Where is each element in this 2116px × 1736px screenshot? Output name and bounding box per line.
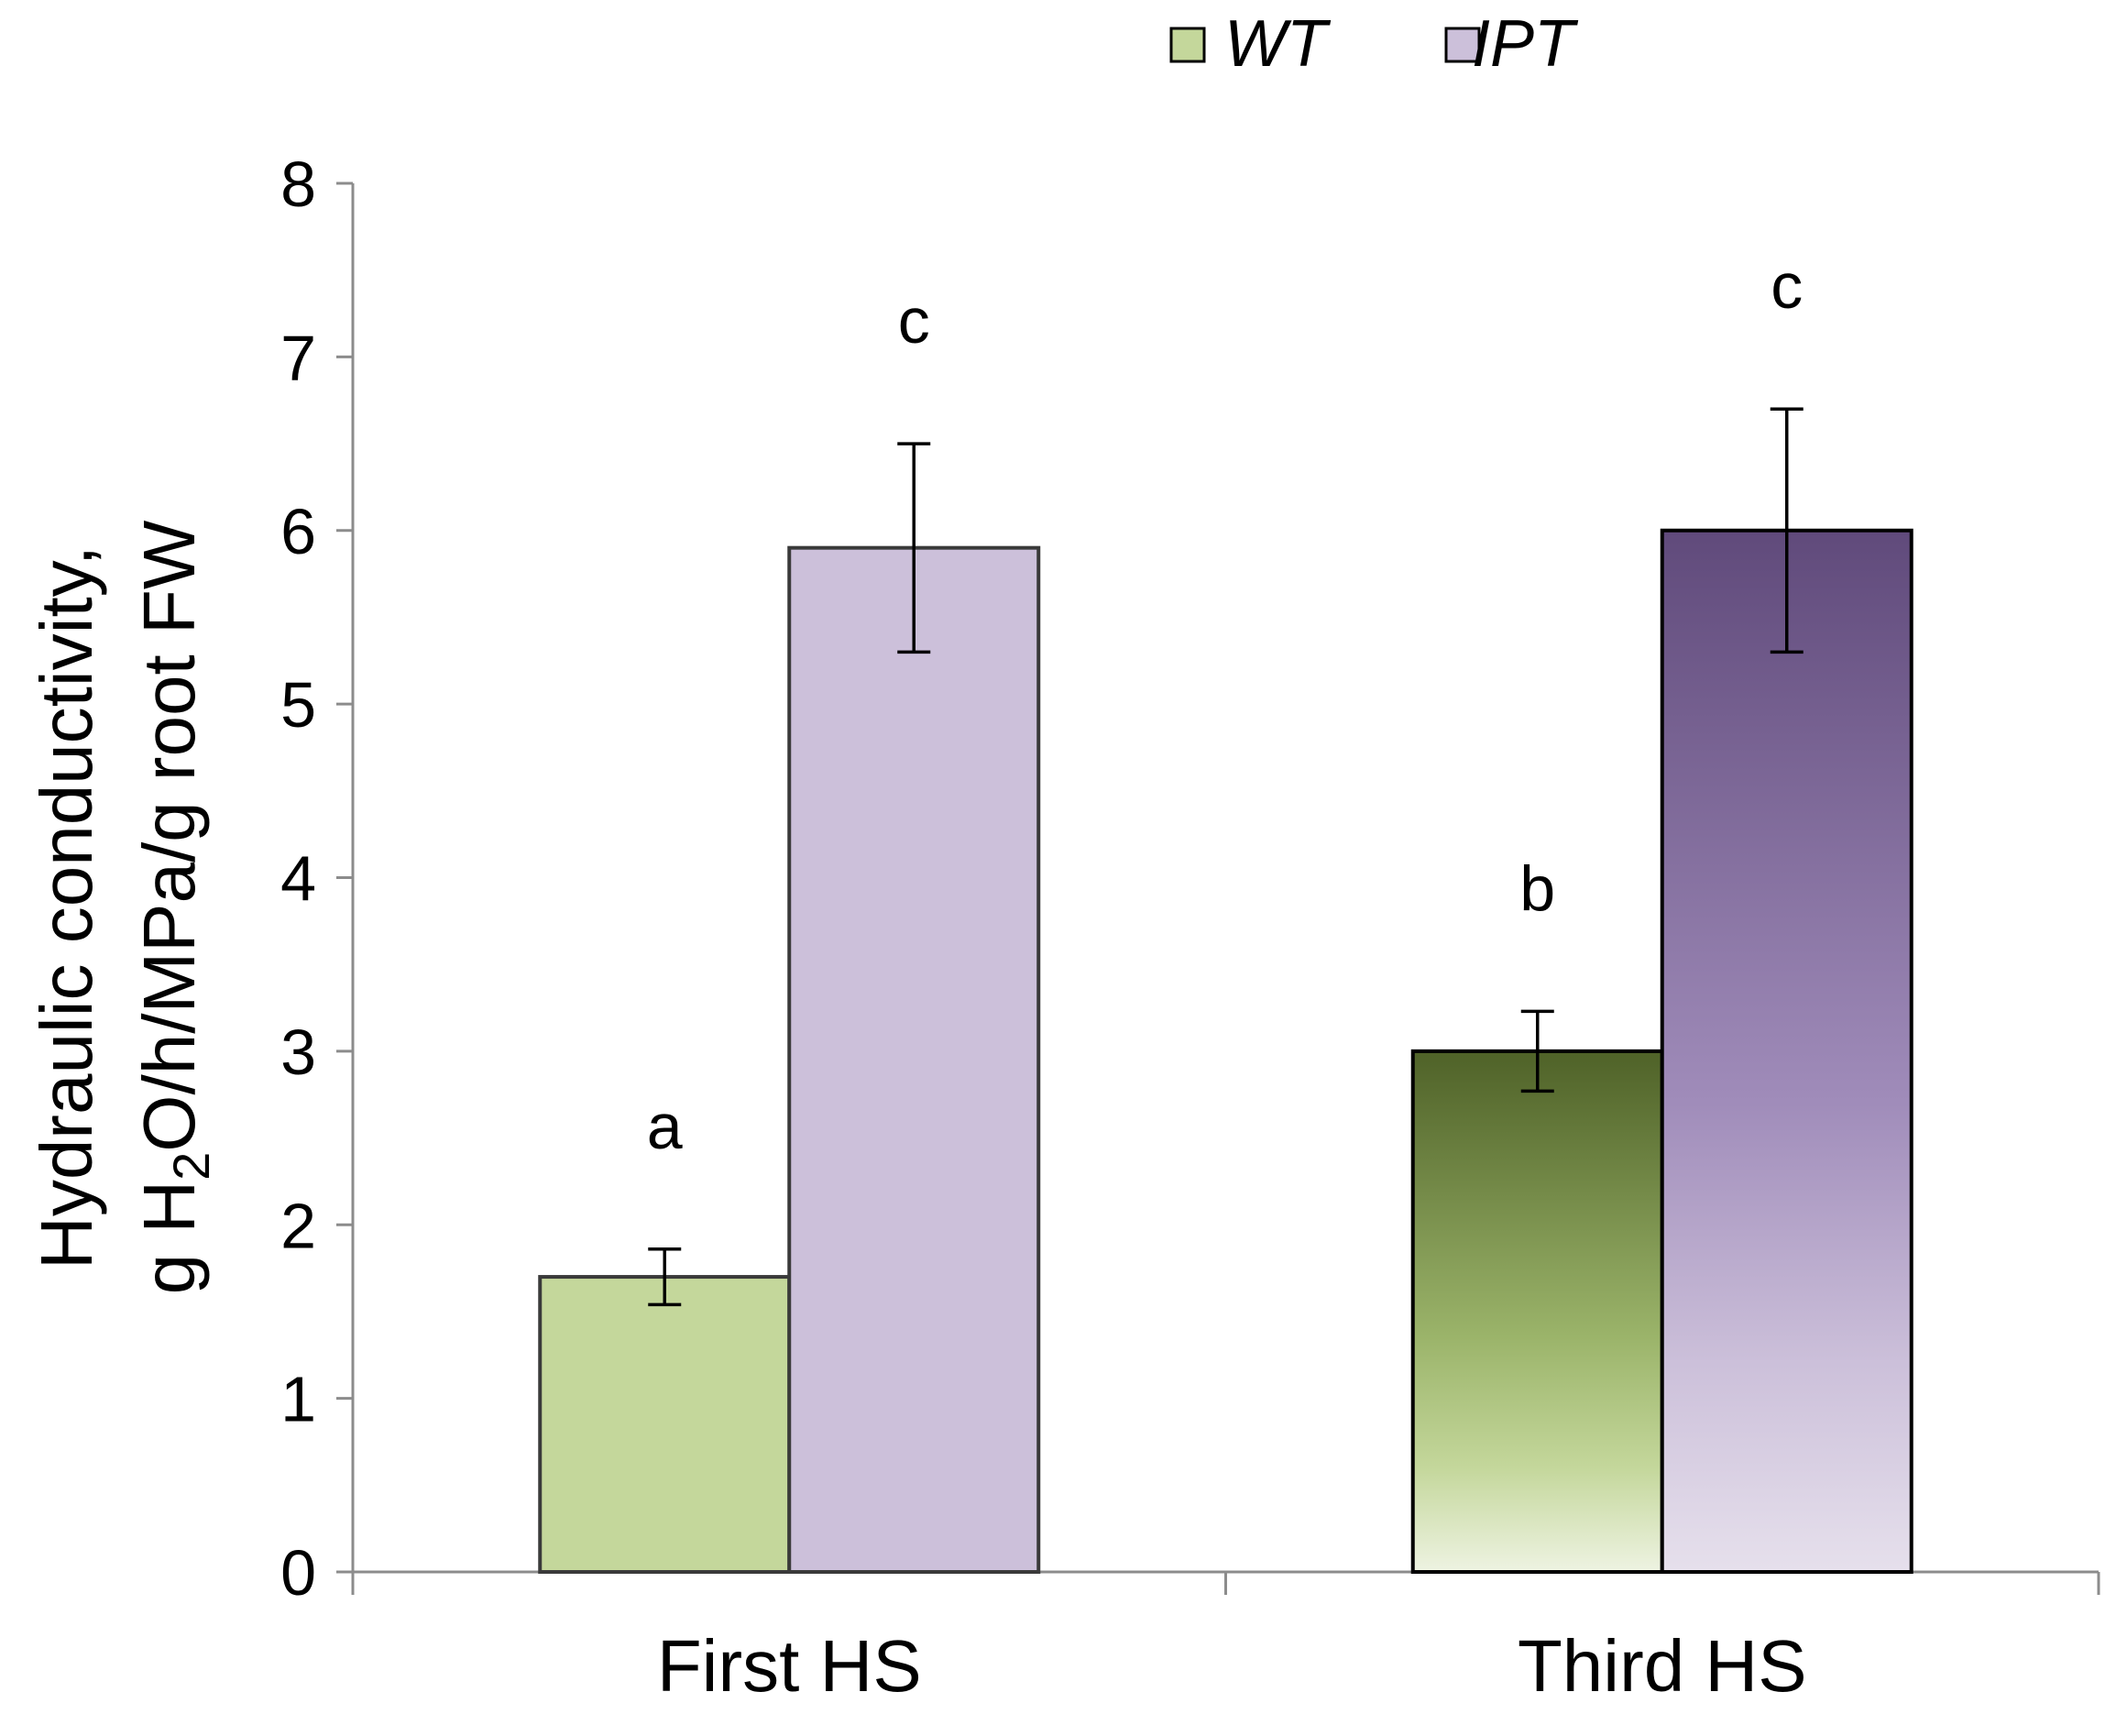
y-tick-label: 4 (280, 843, 316, 915)
bars: a c b c (538, 250, 1913, 1574)
bar-wt-1 (538, 1275, 792, 1574)
legend-swatch-wt (1169, 27, 1206, 63)
y-tick-label: 8 (280, 148, 316, 220)
y-axis-title: Hydraulic conductivity, g H2O/h/MPa/g ro… (26, 520, 220, 1294)
significance-label: c (898, 285, 930, 357)
bar-wt-2 (1410, 1049, 1664, 1574)
significance-label: a (647, 1091, 683, 1162)
y-tick-label: 3 (280, 1016, 316, 1088)
y-tick-label: 0 (280, 1537, 316, 1609)
x-category-label: First HS (657, 1625, 922, 1707)
y-axis-title-subscript: 2 (162, 1152, 220, 1181)
y-tick-label: 2 (280, 1190, 316, 1261)
y-tick-label: 7 (280, 322, 316, 393)
significance-label: c (1771, 250, 1803, 322)
legend-label-ipt: IPT (1472, 7, 1579, 81)
x-labels: First HS Third HS (657, 1625, 1807, 1707)
x-category-label: Third HS (1518, 1625, 1807, 1707)
y-axis-title-suffix: O/h/MPa/g root FW (128, 520, 210, 1152)
legend: WT IPT (1169, 7, 1579, 81)
legend-swatch-ipt (1444, 27, 1481, 63)
y-ticks: 0 1 2 3 4 5 6 7 8 (280, 148, 353, 1609)
bar-ipt-2 (1660, 528, 1913, 1574)
legend-label-wt: WT (1224, 7, 1332, 81)
y-tick-label: 5 (280, 669, 316, 741)
y-tick-label: 6 (280, 496, 316, 567)
bar-ipt-1 (787, 545, 1041, 1574)
y-axis-title-line1: Hydraulic conductivity, (26, 545, 107, 1269)
significance-label: b (1519, 852, 1555, 924)
y-axis-title-prefix: g H (128, 1181, 210, 1295)
y-tick-label: 1 (280, 1364, 316, 1435)
y-axis-title-line2: g H2O/h/MPa/g root FW (128, 520, 220, 1294)
